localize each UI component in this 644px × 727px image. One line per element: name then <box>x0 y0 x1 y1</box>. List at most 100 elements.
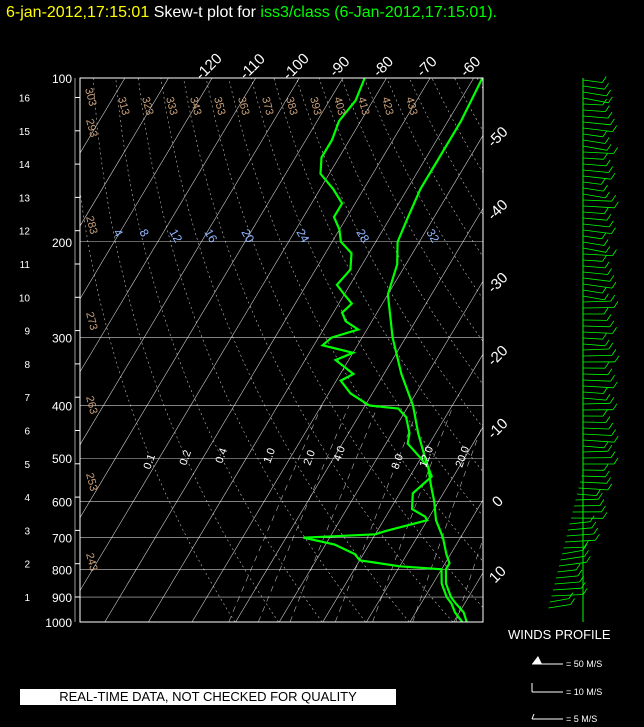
mixing-ratio-label: 2.0 <box>302 449 319 467</box>
wind-barb <box>582 247 606 253</box>
wind-barb-flag <box>605 393 611 401</box>
dry-adiabat-line <box>250 78 483 517</box>
isotherm-line <box>80 78 300 446</box>
wind-barb-flag <box>597 492 603 500</box>
wind-barb-flag <box>595 533 600 541</box>
wind-barb <box>552 587 582 591</box>
wind-barb <box>582 175 612 180</box>
dewpoint-profile-line <box>303 78 464 622</box>
wind-barb <box>582 211 605 214</box>
dry-adiabat-line <box>205 78 483 608</box>
dry-adiabat-line <box>228 78 483 562</box>
wind-barb <box>582 283 613 289</box>
wind-barb <box>551 594 584 597</box>
theta-label: 413 <box>355 96 371 117</box>
isotherm-line <box>191 134 483 622</box>
temperature-tick-label: -80 <box>370 53 397 80</box>
theta-label: 313 <box>115 96 131 117</box>
wind-barb <box>582 157 604 160</box>
wind-barb-flag <box>606 477 612 484</box>
wind-barb-flag <box>613 147 618 154</box>
wind-barb-flag <box>611 349 617 356</box>
wind-barb <box>560 555 585 561</box>
wind-barb <box>582 450 608 453</box>
height-tick-label: 2 <box>24 560 30 571</box>
dry-adiabat-line <box>500 78 644 622</box>
wind-barb-flag <box>612 249 617 256</box>
wind-barb <box>576 493 597 496</box>
wind-barb-flag <box>591 521 597 529</box>
pressure-tick-label: 500 <box>52 452 72 466</box>
theta-label: 263 <box>83 395 99 416</box>
wind-barb <box>582 421 606 423</box>
winds-profile-title: WINDS PROFILE <box>508 627 611 642</box>
theta-e-label: 28 <box>353 227 372 246</box>
wind-barb <box>582 133 603 138</box>
wind-barb <box>582 427 609 430</box>
station-title: iss3/class (6-Jan-2012,17:15:01) <box>260 4 493 21</box>
wind-barb-flag <box>606 144 612 151</box>
theta-label: 403 <box>331 96 347 117</box>
isotherm-line <box>80 78 344 519</box>
wind-barb-flag <box>607 268 612 275</box>
wind-legend-barb <box>531 713 535 720</box>
wind-barb <box>558 561 587 567</box>
wind-barb <box>582 163 607 167</box>
wind-barb <box>582 379 611 382</box>
title-prefix: Skew-t plot for <box>153 4 256 21</box>
wind-legend-label: = 50 M/S <box>566 659 602 669</box>
height-tick-label: 3 <box>24 526 30 537</box>
height-tick-label: 8 <box>24 360 30 371</box>
pressure-tick-label: 700 <box>52 532 72 546</box>
theta-label: 383 <box>283 96 299 117</box>
temperature-tick-label: -50 <box>484 124 511 151</box>
wind-barb <box>582 91 607 97</box>
wind-barb-flag <box>605 470 610 478</box>
wind-barb <box>582 97 609 104</box>
wind-barb-flag <box>582 588 588 595</box>
wind-barb <box>569 521 591 525</box>
wind-barb-flag <box>608 166 614 173</box>
wind-barb-flag <box>613 301 619 308</box>
pressure-tick-label: 1000 <box>45 616 72 630</box>
wind-barb <box>563 546 585 549</box>
wind-barb-flag <box>602 512 608 519</box>
height-tick-label: 9 <box>24 327 30 338</box>
wind-barb <box>582 325 610 328</box>
wind-barb <box>579 481 607 484</box>
dry-adiabat-line <box>341 78 483 342</box>
wind-barb-flag <box>610 172 616 180</box>
mixing-ratio-line <box>372 405 454 622</box>
wind-barb-flag <box>611 429 616 436</box>
dry-adiabat-line <box>92 78 279 622</box>
wind-barb-flag <box>613 381 618 389</box>
dry-adiabat-line <box>183 78 454 622</box>
wind-barb-flag <box>605 416 611 423</box>
isotherm-line <box>278 280 483 622</box>
theta-e-label: 20 <box>238 227 257 246</box>
height-tick-label: 13 <box>19 193 31 204</box>
mixing-ratio-label: 4.0 <box>332 445 349 463</box>
wind-barb <box>582 193 606 199</box>
wind-barb <box>582 109 606 112</box>
dry-adiabat-line <box>386 78 483 258</box>
wind-barb-flag <box>601 505 606 513</box>
wind-barb-flag <box>610 374 616 382</box>
pressure-tick-label: 200 <box>52 236 72 250</box>
height-tick-label: 4 <box>24 493 30 504</box>
wind-barb <box>582 223 610 228</box>
theta-label: 323 <box>139 96 155 117</box>
wind-barb <box>582 391 604 394</box>
wind-barb-flag <box>607 368 613 375</box>
wind-barb <box>582 307 615 309</box>
wind-barb-flag <box>584 550 589 557</box>
wind-barb <box>582 385 614 389</box>
wind-barb-flag <box>614 355 620 363</box>
date-label: 6-jan-2012,17:15:01 <box>6 4 150 21</box>
isotherm-line <box>104 78 431 622</box>
temperature-tick-label: -70 <box>413 53 440 80</box>
wind-barb-flag <box>604 82 609 90</box>
temperature-tick-label: -40 <box>484 196 511 223</box>
mixing-ratio-line <box>335 405 420 622</box>
wind-barb-flag <box>609 397 615 404</box>
